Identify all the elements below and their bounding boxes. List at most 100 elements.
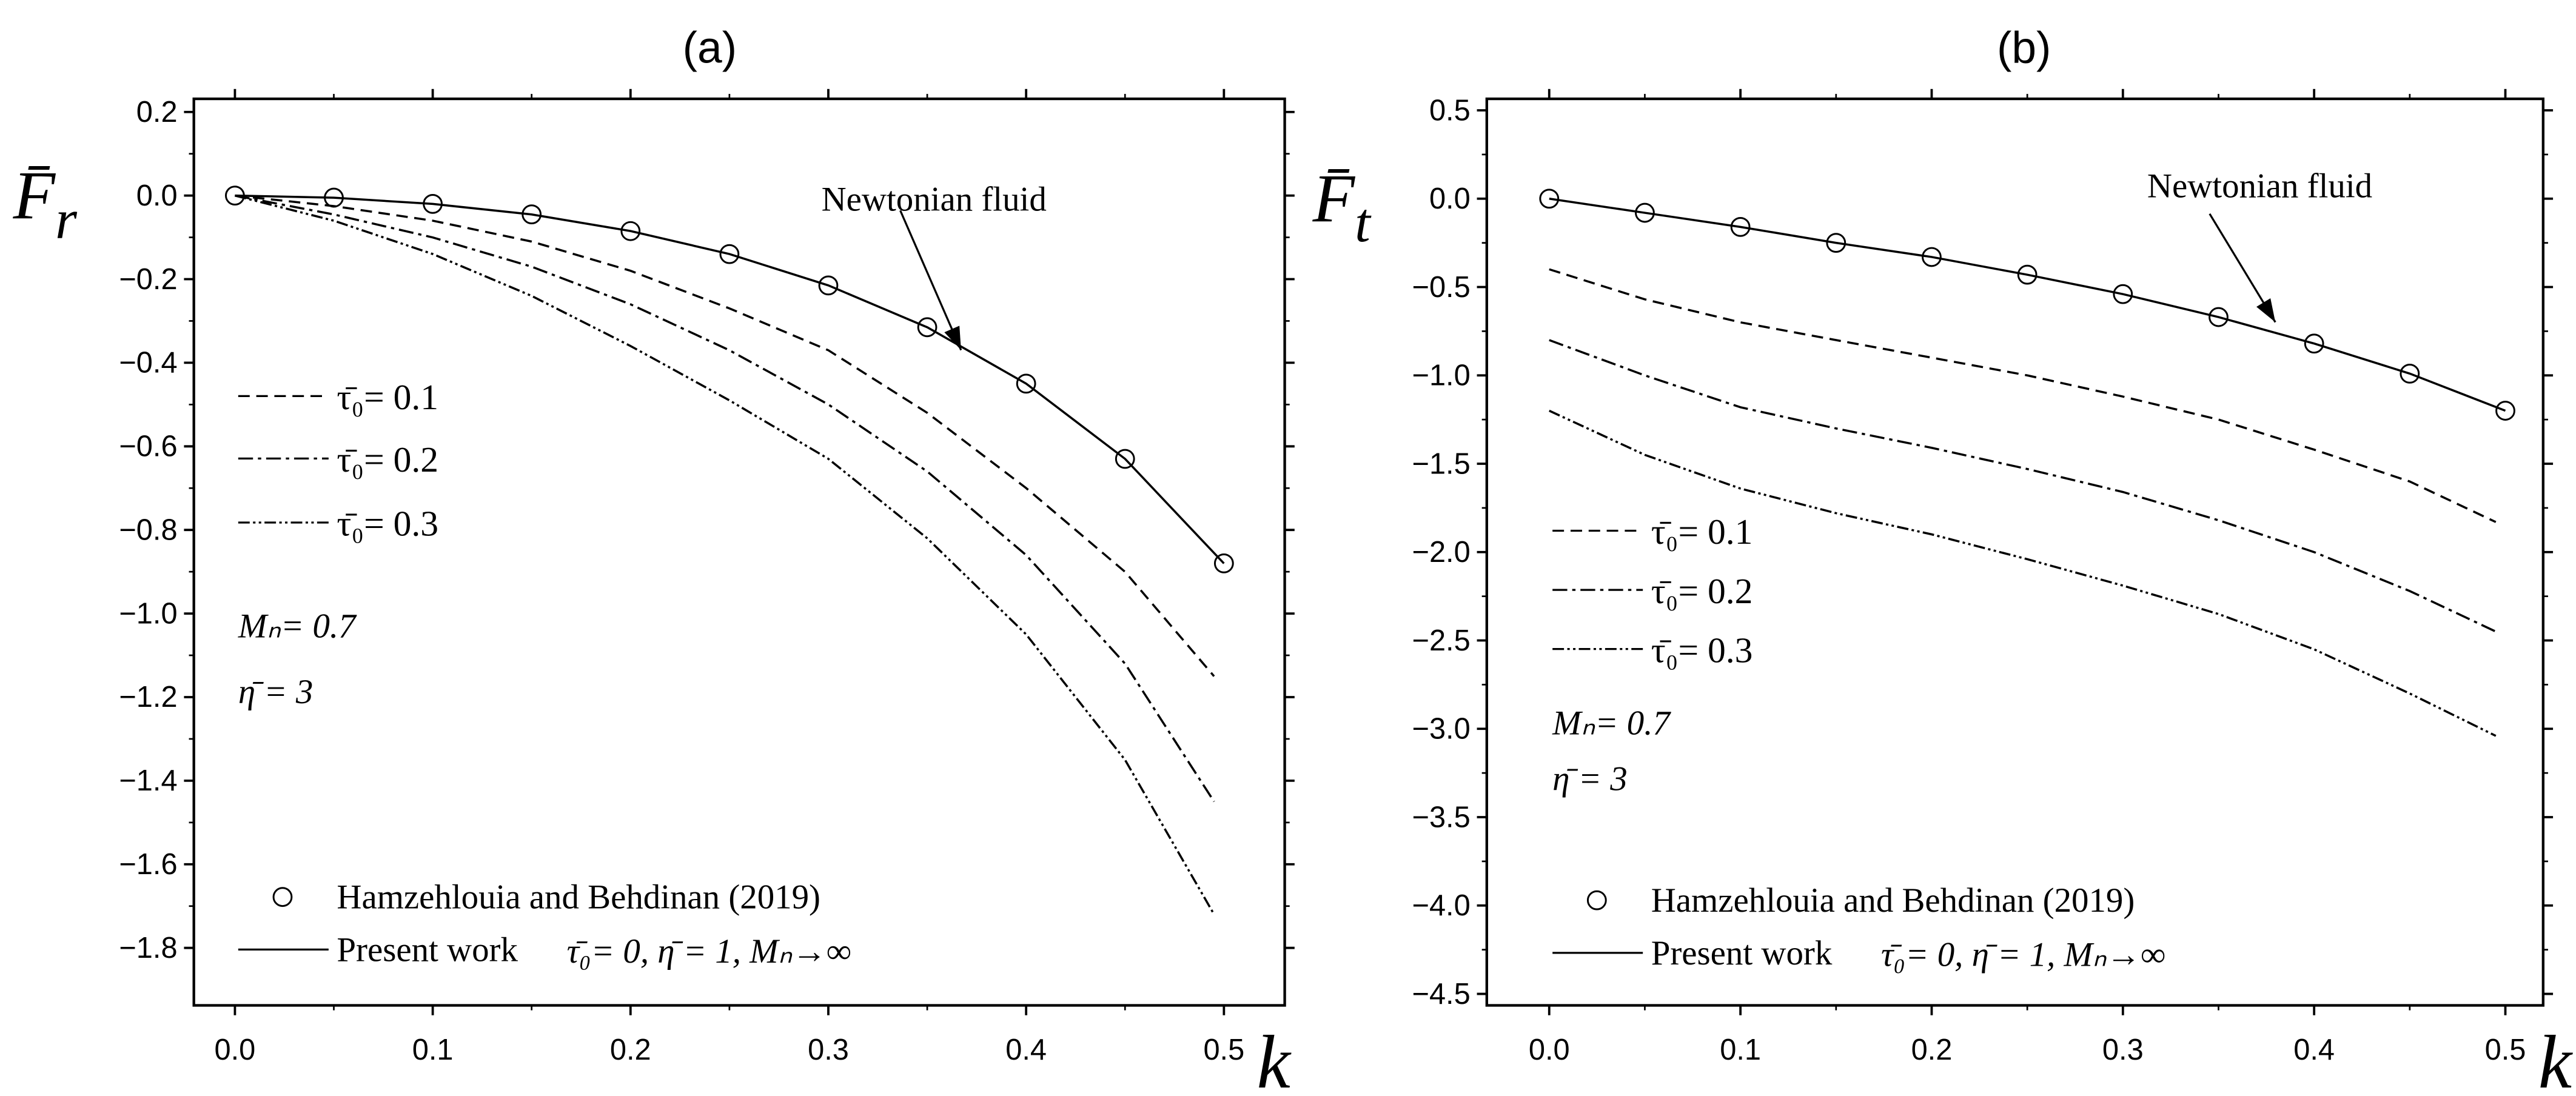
data-marker <box>1115 449 1135 469</box>
legend-label: τ̄₀= 0.1 <box>337 377 438 417</box>
x-tick-label: 0.1 <box>412 1034 454 1066</box>
chart-title: (a) <box>683 23 737 72</box>
x-tick-label: 0.2 <box>1911 1034 1953 1066</box>
series-line-dashdot <box>235 194 1215 803</box>
data-marker <box>1826 233 1846 253</box>
annotation-newtonian-fluid: Newtonian fluid <box>2147 167 2372 206</box>
x-tick-label: 0.0 <box>215 1034 256 1066</box>
y-axis-label-subscript: r <box>55 189 78 250</box>
data-marker <box>2304 333 2324 354</box>
data-marker <box>225 185 245 206</box>
data-marker <box>719 244 740 264</box>
data-marker <box>1730 217 1751 237</box>
y-tick-label: −1.4 <box>119 764 177 797</box>
legend-label: τ̄₀= 0.2 <box>1651 571 1753 611</box>
legend-present-params: τ̄₀= 0, η̄ = 1, Mₙ→∞ <box>1881 935 2165 974</box>
x-tick-label: 0.4 <box>1005 1034 1047 1066</box>
parameter-label: η̄ = 3 <box>238 673 313 711</box>
parameter-label: Mₙ= 0.7 <box>1552 704 1671 742</box>
y-tick-label: −1.5 <box>1412 447 1470 480</box>
data-marker <box>620 221 641 241</box>
y-tick-label: −1.6 <box>119 848 177 881</box>
x-tick-label: 0.3 <box>808 1034 849 1066</box>
series-line-dashdot <box>1549 339 2497 633</box>
legend-marker-icon <box>272 887 293 907</box>
y-tick-label: −0.2 <box>119 263 177 296</box>
x-tick-label: 0.3 <box>2102 1034 2144 1066</box>
legend-label-present-work: Present work <box>1651 934 1833 972</box>
y-axis-label: F̄t <box>1312 161 1372 254</box>
y-tick-label: −0.5 <box>1412 271 1470 304</box>
y-axis-label: F̄r <box>13 158 78 251</box>
y-tick-label: −2.5 <box>1412 624 1470 657</box>
y-tick-label: −4.5 <box>1412 978 1470 1011</box>
data-marker <box>2209 307 2229 327</box>
series-line-dashdotdot <box>234 194 1215 915</box>
y-tick-label: −1.2 <box>119 681 177 713</box>
plot-frame <box>192 97 1286 1007</box>
y-tick-label: −2.0 <box>1412 536 1470 569</box>
y-tick-label: −0.4 <box>119 347 177 379</box>
annotation-arrow <box>899 210 962 351</box>
series-line-solid <box>235 194 1225 564</box>
x-tick-label: 0.1 <box>1720 1034 1761 1066</box>
data-marker <box>1539 189 1560 209</box>
arrow-head-icon <box>2256 298 2276 322</box>
y-tick-label: 0.0 <box>136 179 178 212</box>
chart-panel-a: (a) 0.2 0.0 −0.2 −0.4 −0.6 −0.8 −1.0 −1.2 −1.4 −1.… <box>13 23 1295 1096</box>
x-tick-label: 0.5 <box>1203 1034 1244 1066</box>
series-line-solid <box>1549 198 2506 412</box>
legend-label: τ̄₀= 0.3 <box>337 504 438 544</box>
y-tick-label: −0.8 <box>119 513 177 546</box>
y-tick-label: 0.0 <box>1429 182 1471 215</box>
data-marker <box>2495 401 2515 421</box>
data-marker <box>324 187 344 208</box>
y-tick-label: −4.0 <box>1412 889 1470 922</box>
legend-label: τ̄₀= 0.3 <box>1651 630 1753 670</box>
legend-present-params: τ̄₀= 0, η̄ = 1, Mₙ→∞ <box>567 932 851 971</box>
x-tick-label: 0.4 <box>2293 1034 2335 1066</box>
data-marker <box>1016 373 1036 394</box>
data-marker <box>2400 363 2420 384</box>
legend-marker-icon <box>1586 890 1607 911</box>
y-tick-label: 0.2 <box>136 96 178 129</box>
x-tick-label: 0.0 <box>1529 1034 1570 1066</box>
legend-label-reference: Hamzehlouia and Behdinan (2019) <box>337 878 820 917</box>
data-marker <box>1213 553 1234 573</box>
x-axis-label: k <box>2538 1020 2574 1096</box>
data-marker <box>2017 264 2038 285</box>
data-marker <box>1922 247 1942 267</box>
y-tick-label: −3.0 <box>1412 713 1470 746</box>
data-marker <box>522 204 542 225</box>
x-axis-label: k <box>1257 1020 1292 1096</box>
legend-label-reference: Hamzehlouia and Behdinan (2019) <box>1651 881 2135 920</box>
series-line-dashdotdot <box>1549 409 2497 737</box>
y-tick-label: −1.8 <box>119 932 177 964</box>
data-marker <box>423 194 443 214</box>
plot-frame <box>1485 97 2544 1007</box>
y-tick-label: −0.6 <box>119 430 177 463</box>
y-tick-label: −3.5 <box>1412 801 1470 834</box>
data-marker <box>917 317 937 338</box>
y-tick-label: −1.0 <box>1412 359 1470 392</box>
arrow-head-icon <box>944 326 961 350</box>
data-marker <box>818 275 839 296</box>
annotation-newtonian-fluid: Newtonian fluid <box>822 180 1047 218</box>
chart-panel-b: (b) 0.5 0.0 −0.5 −1.0 −1.5 −2.0 −2.5 −3.0 −3.5 −4.… <box>1312 23 2574 1096</box>
data-marker <box>1635 202 1655 223</box>
legend-label-present-work: Present work <box>337 931 518 969</box>
series-line-dash <box>1549 268 2497 523</box>
data-marker <box>2113 284 2133 304</box>
y-tick-label: 0.5 <box>1429 94 1471 127</box>
parameter-label: Mₙ= 0.7 <box>238 607 357 646</box>
y-axis-label-subscript: t <box>1355 192 1372 253</box>
y-tick-label: −1.0 <box>119 597 177 630</box>
legend-label: τ̄₀= 0.1 <box>1651 512 1753 552</box>
parameter-label: η̄ = 3 <box>1552 760 1627 798</box>
chart-title: (b) <box>1997 23 2051 72</box>
x-tick-label: 0.2 <box>610 1034 651 1066</box>
legend-label: τ̄₀= 0.2 <box>337 439 438 480</box>
x-tick-label: 0.5 <box>2485 1034 2526 1066</box>
series-line-dash <box>235 194 1215 677</box>
